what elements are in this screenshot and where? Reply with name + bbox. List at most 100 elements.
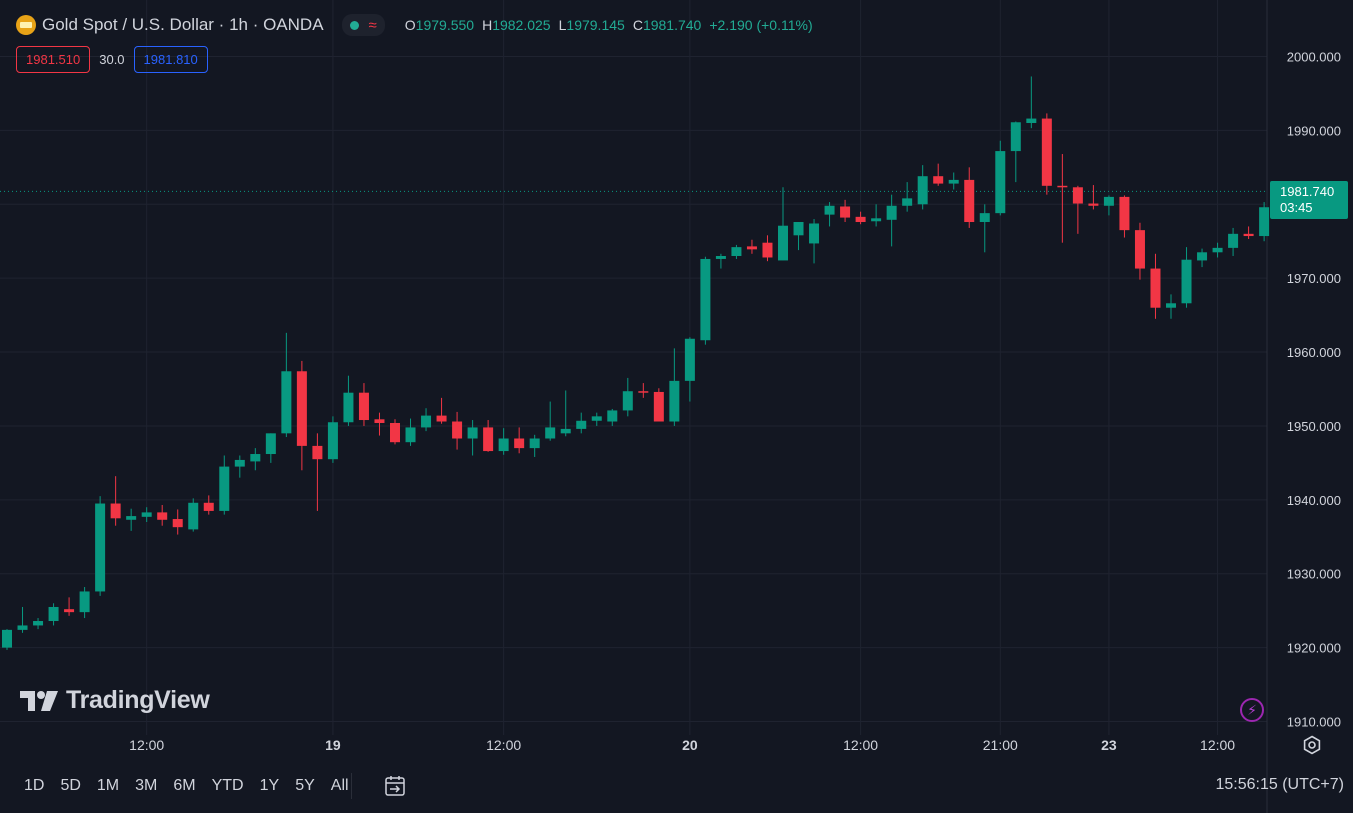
- candle-body: [638, 391, 649, 393]
- candle-body: [855, 216, 866, 223]
- bar-countdown: 03:45: [1280, 200, 1313, 215]
- candle-body: [762, 242, 773, 258]
- candle-body: [1119, 196, 1130, 231]
- candle-body: [1150, 268, 1161, 308]
- range-3m-button[interactable]: 3M: [135, 777, 158, 794]
- candle-body: [607, 410, 618, 422]
- settings-icon[interactable]: [1302, 735, 1322, 755]
- candle-body: [669, 380, 680, 422]
- candle-body: [622, 391, 633, 411]
- candle-body: [933, 176, 944, 184]
- sell-button[interactable]: 1981.510: [16, 46, 91, 73]
- candle-body: [265, 433, 276, 455]
- candle-body: [281, 371, 292, 434]
- x-tick-label: 12:00: [1200, 737, 1235, 753]
- y-tick-label: 1940.000: [1287, 493, 1341, 508]
- candle-body: [1243, 233, 1254, 237]
- candle-body: [840, 206, 851, 218]
- candle-body: [1197, 252, 1208, 261]
- market-status-pill[interactable]: ≈: [341, 14, 385, 36]
- spread-value: 30.0: [99, 52, 125, 67]
- candle-body: [653, 391, 664, 422]
- candle-body: [948, 179, 959, 184]
- candle-body: [886, 205, 897, 220]
- range-1d-button[interactable]: 1D: [24, 777, 45, 794]
- candle-body: [1041, 118, 1052, 186]
- lightning-icon[interactable]: ⚡: [1240, 698, 1264, 722]
- candle-body: [374, 419, 385, 423]
- candle-body: [498, 438, 509, 452]
- range-ytd-button[interactable]: YTD: [211, 777, 244, 794]
- candle-body: [1134, 230, 1145, 269]
- candle-body: [312, 445, 323, 460]
- x-tick-label: 12:00: [843, 737, 878, 753]
- date-range-icon[interactable]: [383, 774, 407, 798]
- candle-body: [343, 392, 354, 423]
- candle-body: [964, 179, 975, 223]
- candle-body: [979, 213, 990, 223]
- open-value: 1979.550: [415, 17, 475, 33]
- candle-body: [157, 512, 168, 520]
- range-1m-button[interactable]: 1M: [96, 777, 120, 794]
- candle-body: [1212, 247, 1223, 253]
- range-5y-button[interactable]: 5Y: [295, 777, 315, 794]
- candle-body: [436, 415, 447, 422]
- candle-body: [560, 428, 571, 434]
- candle-body: [250, 454, 261, 462]
- candles: [2, 76, 1285, 650]
- candle-body: [358, 392, 369, 421]
- candle-body: [778, 225, 788, 261]
- candle-body: [110, 503, 121, 519]
- y-tick-label: 1970.000: [1287, 271, 1341, 286]
- tradingview-logo[interactable]: TradingView: [20, 686, 210, 715]
- candle-body: [995, 151, 1006, 214]
- candle-body: [1057, 185, 1068, 188]
- time-axis[interactable]: 12:00 19 12:00 20 12:00 21:00 23 12:00: [129, 737, 1235, 753]
- candle-body: [234, 459, 245, 467]
- candle-body: [700, 258, 711, 341]
- candle-body: [1026, 118, 1037, 123]
- candle-body: [79, 591, 90, 613]
- y-tick-label: 1910.000: [1287, 715, 1341, 730]
- change-value: +2.190 (+0.11%): [709, 17, 813, 33]
- candle-body: [33, 621, 44, 626]
- candle-body: [64, 609, 75, 613]
- y-tick-label: 2000.000: [1287, 50, 1341, 65]
- buy-button[interactable]: 1981.810: [133, 46, 208, 73]
- x-tick-label: 12:00: [129, 737, 164, 753]
- candle-body: [188, 502, 199, 530]
- candle-body: [452, 421, 463, 439]
- close-value: 1981.740: [642, 17, 702, 33]
- y-tick-label: 1960.000: [1287, 345, 1341, 360]
- range-1y-button[interactable]: 1Y: [259, 777, 280, 794]
- gold-coin-icon: [16, 15, 36, 35]
- price-axis[interactable]: 2000.0001990.0001980.0001970.0001960.000…: [1287, 50, 1341, 730]
- symbol-title[interactable]: Gold Spot / U.S. Dollar · 1h · OANDA: [42, 15, 324, 34]
- candle-body: [17, 625, 28, 630]
- range-6m-button[interactable]: 6M: [173, 777, 196, 794]
- range-all-button[interactable]: All: [330, 777, 349, 794]
- candle-body: [746, 246, 757, 250]
- x-tick-label: 23: [1101, 737, 1117, 753]
- clock-timezone[interactable]: 15:56:15 (UTC+7): [1215, 776, 1344, 793]
- bottom-toolbar: 1D 5D 1M 3M 6M YTD 1Y 5Y All 15:56:15 (U…: [0, 768, 1353, 804]
- candle-body: [483, 427, 494, 452]
- x-tick-label: 12:00: [486, 737, 521, 753]
- high-key: H: [482, 17, 493, 33]
- candle-body: [809, 223, 820, 244]
- candle-body: [576, 420, 587, 429]
- candle-body: [715, 256, 726, 259]
- tradingview-logo-icon: [20, 690, 58, 711]
- candle-body: [327, 422, 338, 460]
- range-5d-button[interactable]: 5D: [60, 777, 81, 794]
- market-status-icon: [349, 20, 359, 30]
- candle-body: [405, 427, 416, 443]
- y-tick-label: 1930.000: [1287, 567, 1341, 582]
- brand-name: TradingView: [66, 686, 210, 714]
- last-price-value: 1981.740: [1280, 184, 1335, 199]
- candle-body: [1010, 122, 1021, 152]
- candle-body: [824, 205, 835, 215]
- candle-body: [1259, 207, 1270, 237]
- candle-body: [1181, 259, 1192, 304]
